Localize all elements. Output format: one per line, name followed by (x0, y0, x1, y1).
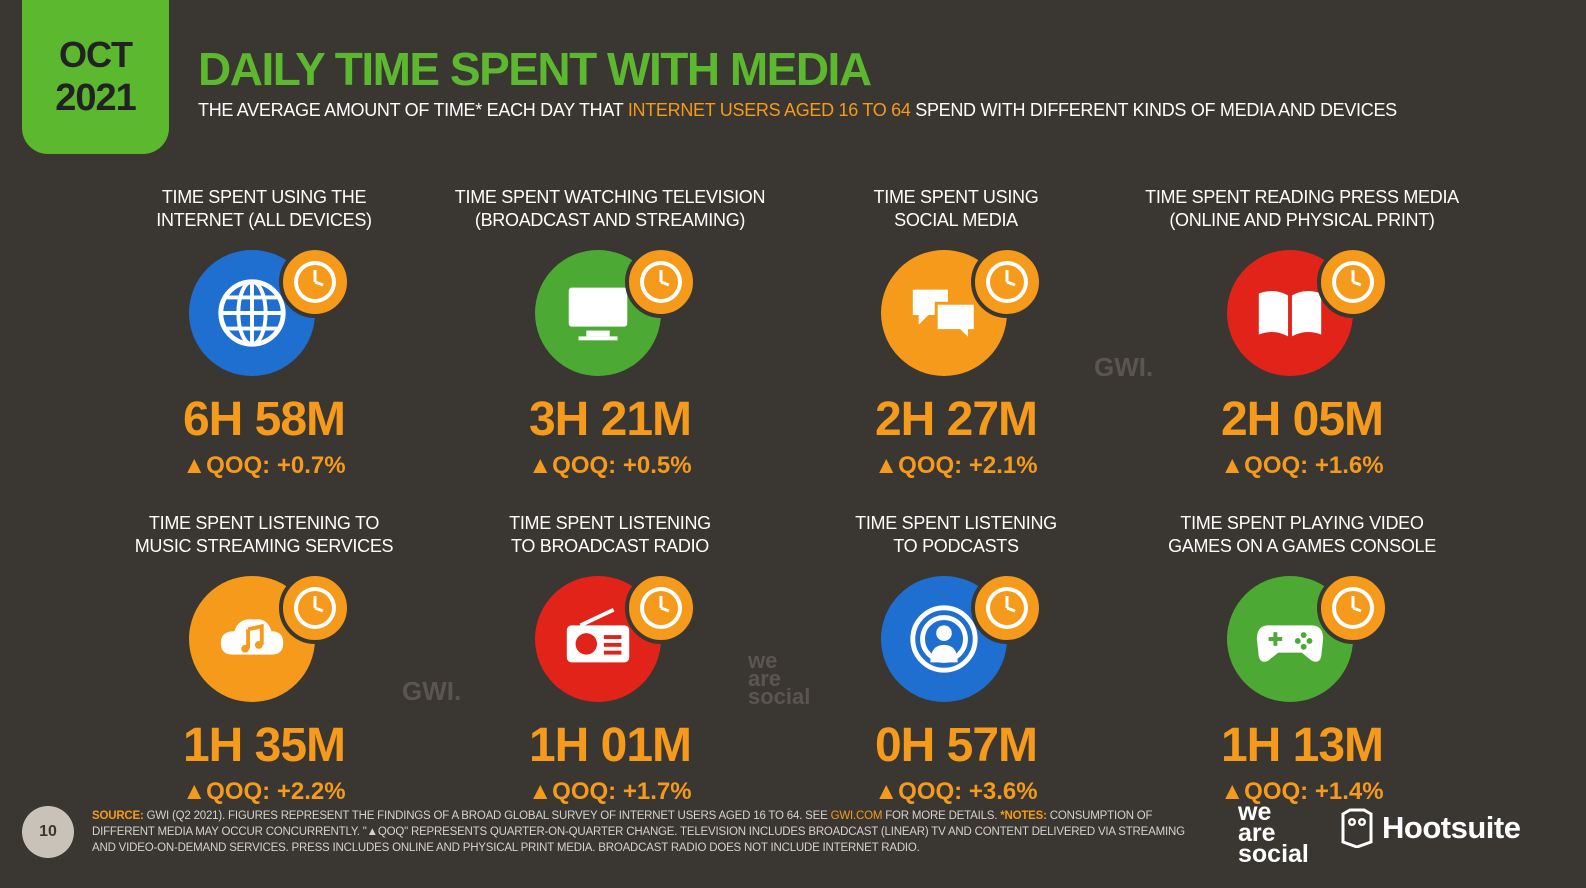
metric-label-line: INTERNET (ALL DEVICES) (156, 210, 372, 230)
page-number: 10 (22, 806, 74, 858)
metric-change: ▲QOQ: +1.7% (528, 778, 692, 805)
source-text: GWI (Q2 2021). FIGURES REPRESENT THE FIN… (143, 810, 831, 822)
metric-change: ▲QOQ: +3.6% (874, 778, 1038, 805)
metric-label-line: (BROADCAST AND STREAMING) (474, 210, 746, 230)
metric-icon-group (525, 566, 697, 706)
metric-value: 0H 57M (874, 719, 1038, 772)
page-title: DAILY TIME SPENT WITH MEDIA (198, 43, 872, 95)
owl-icon (1341, 808, 1373, 848)
clock-icon (625, 246, 697, 318)
date-month: OCT (59, 34, 133, 75)
metric-label-line: TIME SPENT WATCHING TELEVISION (454, 187, 766, 207)
metric-change: ▲QOQ: +2.1% (874, 452, 1038, 479)
gwi-watermark: GWI. (1094, 352, 1154, 382)
logo-word: we (1238, 798, 1272, 826)
source-key: SOURCE: (92, 810, 144, 822)
clock-icon (279, 246, 351, 318)
metric-card: TIME SPENT USING THE INTERNET (ALL DEVICE… (104, 186, 424, 480)
notes-text: CONSUMPTION OF DIFFERENT MEDIA MAY OCCUR… (92, 810, 1185, 854)
watermark-word: social (748, 684, 811, 709)
metric-label-line: GAMES ON A GAMES CONSOLE (1168, 536, 1436, 556)
metric-value: 1H 01M (528, 719, 692, 772)
metric-label-line: TIME SPENT PLAYING VIDEO (1180, 513, 1424, 533)
metric-label-line: SOCIAL MEDIA (894, 210, 1018, 230)
metric-icon-group (871, 566, 1043, 706)
notes-key: *NOTES: (1000, 810, 1047, 822)
metric-card: TIME SPENT WATCHING TELEVISION (BROADCAST… (450, 186, 770, 480)
watermark-word: are (748, 666, 782, 691)
page-subtitle: THE AVERAGE AMOUNT OF TIME* EACH DAY THA… (198, 100, 1397, 121)
metric-label: TIME SPENT USING THE INTERNET (ALL DEVICE… (104, 186, 424, 234)
logo-word: social (1238, 840, 1309, 868)
metric-card: TIME SPENT LISTENING TO MUSIC STREAMING S… (104, 512, 424, 806)
metric-card: TIME SPENT PLAYING VIDEO GAMES ON A GAMES… (1142, 512, 1462, 806)
date-year: 2021 (55, 77, 137, 119)
source-text-b: FOR MORE DETAILS. (882, 810, 1001, 822)
metric-label: TIME SPENT WATCHING TELEVISION (BROADCAST… (450, 186, 770, 234)
metric-label-line: TIME SPENT LISTENING (509, 513, 711, 533)
metric-label: TIME SPENT LISTENING TO PODCASTS (796, 512, 1116, 560)
metric-icon-group (525, 240, 697, 380)
metric-label-line: (ONLINE AND PHYSICAL PRINT) (1169, 210, 1435, 230)
metric-label-line: MUSIC STREAMING SERVICES (134, 536, 394, 556)
subtitle-post: SPEND WITH DIFFERENT KINDS OF MEDIA AND … (910, 100, 1397, 120)
metric-label-line: TIME SPENT LISTENING TO (148, 513, 380, 533)
metric-value: 1H 35M (182, 719, 346, 772)
clock-icon (971, 246, 1043, 318)
clock-icon (279, 572, 351, 644)
clock-icon (971, 572, 1043, 644)
metric-label-line: TIME SPENT USING THE (161, 187, 367, 207)
date-tab: OCT 2021 (22, 0, 169, 154)
metric-label: TIME SPENT USING SOCIAL MEDIA (796, 186, 1116, 234)
metric-card: TIME SPENT USING SOCIAL MEDIA 2H 27M ▲QOQ: … (796, 186, 1116, 480)
we-are-social-logo: we are social (1238, 798, 1309, 868)
chat-bubbles-icon (881, 250, 1007, 376)
watermark-word: we (748, 648, 778, 673)
logo-word: are (1238, 819, 1276, 847)
metric-change: ▲QOQ: +1.4% (1220, 778, 1384, 805)
clock-icon (1317, 572, 1389, 644)
gwi-watermark: GWI. (402, 676, 462, 706)
metric-label-line: TIME SPENT READING PRESS MEDIA (1145, 187, 1459, 207)
metric-label: TIME SPENT READING PRESS MEDIA (ONLINE AN… (1142, 186, 1462, 234)
metric-value: 6H 58M (182, 393, 346, 446)
we-are-social-watermark: we are social (748, 648, 811, 709)
metric-card: TIME SPENT READING PRESS MEDIA (ONLINE AN… (1142, 186, 1462, 480)
metric-label: TIME SPENT LISTENING TO MUSIC STREAMING S… (104, 512, 424, 560)
metric-change: ▲QOQ: +2.2% (182, 778, 346, 805)
metric-card: TIME SPENT LISTENING TO PODCASTS 0H 57M ▲QO… (796, 512, 1116, 806)
metric-icon-group (871, 240, 1043, 380)
source-link[interactable]: GWI.COM (830, 810, 883, 822)
hootsuite-logo: Hootsuite (1340, 808, 1521, 848)
metric-label-line: TIME SPENT USING (873, 187, 1039, 207)
metric-label: TIME SPENT PLAYING VIDEO GAMES ON A GAMES… (1142, 512, 1462, 560)
metric-label-line: TO PODCASTS (893, 536, 1019, 556)
metric-icon-group (1217, 240, 1389, 380)
metric-value: 2H 27M (874, 393, 1038, 446)
metric-card: TIME SPENT LISTENING TO BROADCAST RADIO 1H… (450, 512, 770, 806)
metric-label: TIME SPENT LISTENING TO BROADCAST RADIO (450, 512, 770, 560)
metric-change: ▲QOQ: +0.7% (182, 452, 346, 479)
metric-value: 1H 13M (1220, 719, 1384, 772)
metric-icon-group (179, 566, 351, 706)
metric-icon-group (179, 240, 351, 380)
hootsuite-wordmark: Hootsuite (1382, 810, 1521, 845)
footnote: SOURCE: GWI (Q2 2021). FIGURES REPRESENT… (92, 808, 1208, 856)
metric-label-line: TO BROADCAST RADIO (511, 536, 709, 556)
metric-value: 3H 21M (528, 393, 692, 446)
clock-icon (625, 572, 697, 644)
metric-change: ▲QOQ: +1.6% (1220, 452, 1384, 479)
clock-icon (1317, 246, 1389, 318)
metric-label-line: TIME SPENT LISTENING (855, 513, 1057, 533)
subtitle-highlight: INTERNET USERS AGED 16 TO 64 (627, 100, 911, 120)
metric-icon-group (1217, 566, 1389, 706)
metric-change: ▲QOQ: +0.5% (528, 452, 692, 479)
television-icon (535, 250, 661, 376)
subtitle-pre: THE AVERAGE AMOUNT OF TIME* EACH DAY THA… (198, 100, 628, 120)
metric-value: 2H 05M (1220, 393, 1384, 446)
